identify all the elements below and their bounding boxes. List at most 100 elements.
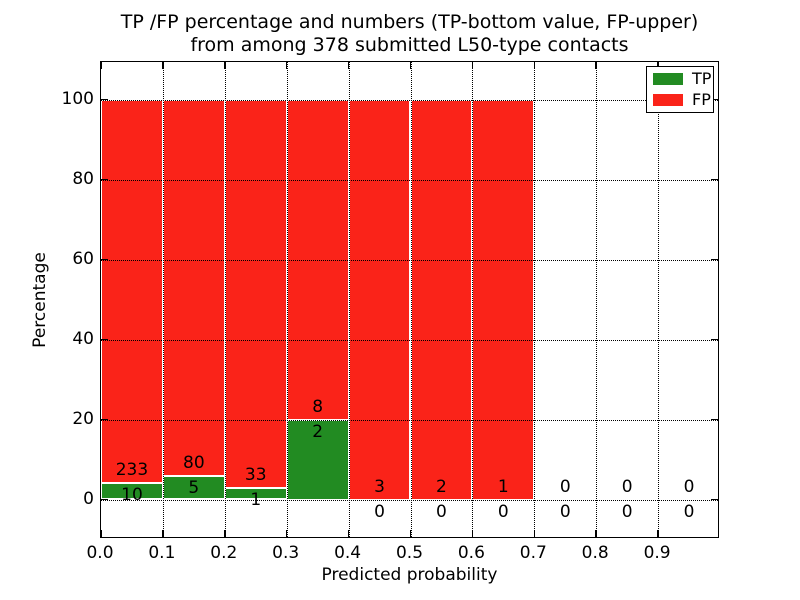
y-tick-label: 100 [61, 88, 94, 109]
x-tick-bottom [533, 530, 536, 537]
fp-bar-segment [472, 99, 535, 500]
tp-count-label: 0 [497, 501, 509, 522]
gridline-y-40 [101, 339, 718, 341]
plot-area: 233 10 80 5 33 1 8 2 3 0 2 0 1 0 0 0 0 0 0 0 [100, 61, 719, 538]
fp-count-label: 1 [497, 476, 509, 497]
x-tick-bottom [285, 530, 288, 537]
gridline-x-0.9 [658, 62, 660, 537]
fp-bar-segment [348, 99, 411, 500]
y-tick-label: 20 [72, 408, 94, 429]
x-tick-label: 0.0 [86, 543, 114, 563]
legend-row-tp: TP [647, 71, 713, 87]
x-tick-bottom [595, 530, 597, 537]
gridline-y-80 [101, 179, 718, 181]
x-tick-top [100, 62, 102, 69]
chart-title-line1: TP /FP percentage and numbers (TP-bottom… [120, 11, 699, 33]
tp-count-label: 5 [188, 477, 200, 498]
fp-bar-segment [162, 99, 225, 476]
y-axis-label: Percentage [28, 61, 52, 538]
y-tick-label: 80 [72, 168, 94, 189]
x-tick-label: 0.5 [395, 543, 424, 563]
tp-count-label: 0 [559, 501, 571, 522]
x-tick-top [285, 62, 288, 69]
tp-count-label: 0 [621, 501, 633, 522]
tp-legend-swatch-icon [653, 73, 683, 86]
fp-count-label: 0 [559, 476, 571, 497]
y-tick-right [711, 98, 718, 101]
y-tick-left [101, 338, 108, 341]
tp-count-label: 2 [312, 421, 324, 442]
x-tick-top [347, 62, 350, 69]
x-tick-bottom [224, 530, 226, 537]
tp-count-label: 1 [250, 489, 262, 510]
gridline-x-0.6 [472, 62, 474, 537]
gridline-x-0.8 [596, 62, 598, 537]
fp-legend-swatch-icon [653, 93, 683, 106]
tp-count-label: 10 [121, 485, 143, 506]
fp-bar-segment [101, 99, 163, 484]
x-tick-top [224, 62, 226, 69]
legend-label-tp: TP [692, 69, 712, 89]
x-tick-top [471, 62, 474, 69]
gridline-x-0.2 [224, 62, 226, 537]
tp-bar-segment [286, 419, 349, 500]
tp-bar-segment [101, 483, 163, 500]
x-tick-bottom [657, 530, 659, 537]
x-tick-label: 0.8 [581, 543, 609, 563]
fp-count-label: 0 [683, 476, 695, 497]
y-tick-left [101, 498, 108, 501]
legend: TP FP [646, 66, 714, 113]
y-tick-left [101, 98, 108, 101]
x-tick-label: 0.2 [210, 543, 238, 563]
y-tick-right [711, 338, 718, 341]
x-tick-top [162, 62, 164, 69]
y-tick-label: 40 [72, 328, 94, 349]
y-tick-right [711, 498, 718, 501]
gridline-x-0.1 [162, 62, 164, 537]
x-tick-top [657, 62, 659, 69]
legend-row-fp: FP [647, 89, 713, 109]
y-tick-left [101, 258, 108, 261]
x-tick-bottom [471, 530, 474, 537]
tp-count-label: 0 [683, 501, 695, 522]
fp-count-label: 233 [115, 460, 149, 481]
y-tick-right [711, 258, 718, 261]
y-tick-label: 60 [72, 248, 94, 269]
chart-title-line2: from among 378 submitted L50-type contac… [190, 34, 629, 56]
gridline-y-100 [101, 99, 718, 101]
x-axis-label: Predicted probability [321, 565, 498, 585]
y-axis-label-text: Percentage [30, 251, 51, 348]
x-tick-label: 0.9 [643, 543, 671, 563]
legend-label-fp: FP [692, 89, 711, 109]
fp-count-label: 2 [436, 476, 447, 497]
x-tick-bottom [347, 530, 350, 537]
gridline-x-0.3 [286, 62, 288, 537]
y-tick-left [101, 178, 108, 181]
y-tick-right [711, 178, 718, 181]
gridline-y-60 [101, 259, 718, 261]
fp-count-label: 80 [183, 452, 205, 473]
tp-count-label: 0 [436, 501, 447, 522]
fp-bar-segment [410, 99, 473, 500]
tp-count-label: 0 [374, 501, 385, 522]
x-tick-bottom [162, 530, 164, 537]
x-tick-label: 0.6 [457, 543, 485, 563]
y-tick-right [711, 418, 718, 421]
x-tick-top [595, 62, 597, 69]
x-tick-label: 0.7 [519, 543, 547, 563]
fp-bar-segment [224, 99, 287, 488]
gridline-x-0.4 [348, 62, 350, 537]
x-tick-label: 0.1 [148, 543, 176, 563]
x-tick-top [533, 62, 536, 69]
gridline-y-0 [101, 499, 718, 501]
y-tick-label: 0 [83, 488, 94, 509]
x-tick-top [409, 62, 412, 69]
y-tick-left [101, 418, 108, 421]
gridline-y-20 [101, 419, 718, 421]
fp-count-label: 33 [244, 464, 267, 485]
gridline-x-0.7 [534, 62, 536, 537]
fp-count-label: 0 [621, 476, 633, 497]
fp-count-label: 3 [374, 476, 385, 497]
x-tick-bottom [100, 530, 102, 537]
